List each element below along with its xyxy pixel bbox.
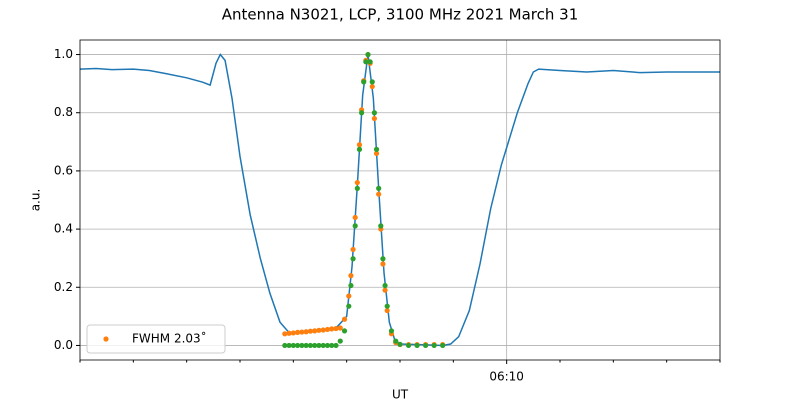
legend bbox=[86, 324, 226, 354]
point bbox=[388, 328, 395, 334]
point bbox=[382, 282, 388, 289]
point bbox=[303, 342, 309, 349]
y-tick-label: 0.4 bbox=[54, 222, 73, 236]
point bbox=[350, 256, 356, 262]
point bbox=[290, 330, 296, 336]
x-tick-label: 06:10 bbox=[489, 370, 524, 384]
point bbox=[329, 326, 335, 332]
point bbox=[320, 327, 326, 333]
point bbox=[359, 110, 365, 116]
point bbox=[356, 142, 363, 148]
point bbox=[316, 327, 322, 333]
point bbox=[341, 328, 348, 334]
point bbox=[346, 303, 352, 309]
y-tick-label: 0.2 bbox=[54, 280, 73, 294]
y-tick-label: 1.0 bbox=[54, 47, 73, 61]
point bbox=[333, 325, 339, 332]
point bbox=[361, 79, 367, 85]
plot-frame bbox=[79, 39, 721, 361]
point bbox=[371, 110, 377, 116]
point bbox=[354, 179, 360, 186]
legend-marker bbox=[103, 336, 109, 342]
legend-label: FWHM 2.03˚ bbox=[132, 331, 207, 346]
point bbox=[369, 83, 375, 90]
point bbox=[382, 287, 388, 293]
point bbox=[378, 223, 384, 229]
point bbox=[348, 273, 354, 279]
point bbox=[307, 328, 313, 334]
point bbox=[282, 331, 288, 337]
point bbox=[363, 59, 369, 65]
x-axis-label: UT bbox=[392, 388, 409, 400]
point bbox=[329, 342, 335, 349]
point bbox=[380, 261, 386, 267]
point bbox=[337, 338, 343, 344]
point bbox=[423, 342, 429, 349]
point bbox=[337, 325, 343, 331]
point bbox=[373, 150, 380, 157]
point bbox=[365, 51, 371, 58]
y-axis-label: a.u. bbox=[29, 189, 43, 212]
point bbox=[307, 342, 313, 349]
point bbox=[316, 342, 322, 349]
point bbox=[384, 303, 390, 309]
point bbox=[290, 342, 296, 349]
point bbox=[299, 329, 305, 335]
point bbox=[376, 191, 382, 197]
point bbox=[346, 293, 352, 299]
point bbox=[324, 326, 331, 333]
y-tick-label: 0.6 bbox=[54, 163, 73, 177]
point bbox=[324, 342, 331, 349]
point bbox=[312, 328, 318, 334]
y-tick-label: 0.8 bbox=[54, 105, 73, 119]
point bbox=[354, 185, 360, 191]
point bbox=[341, 316, 348, 322]
point bbox=[384, 307, 390, 314]
point bbox=[352, 214, 358, 221]
point bbox=[295, 329, 301, 335]
point bbox=[356, 146, 363, 152]
point bbox=[299, 342, 305, 349]
point bbox=[320, 342, 326, 349]
chart-title: Antenna N3021, LCP, 3100 MHz 2021 March … bbox=[222, 6, 579, 24]
point bbox=[352, 223, 358, 229]
point bbox=[303, 329, 309, 335]
point bbox=[367, 59, 373, 65]
point bbox=[373, 146, 380, 152]
point bbox=[348, 282, 354, 289]
point bbox=[414, 342, 420, 349]
line bbox=[80, 53, 720, 347]
point bbox=[286, 330, 292, 336]
point bbox=[350, 246, 356, 253]
point bbox=[440, 342, 446, 349]
point bbox=[295, 342, 301, 349]
point bbox=[380, 256, 386, 262]
point bbox=[312, 342, 318, 349]
point bbox=[397, 341, 403, 347]
point bbox=[376, 185, 382, 191]
point bbox=[431, 342, 437, 349]
point bbox=[393, 338, 399, 344]
point bbox=[369, 79, 375, 85]
point bbox=[282, 342, 288, 349]
point bbox=[405, 342, 412, 349]
y-tick-label: 0.0 bbox=[54, 338, 73, 352]
point bbox=[371, 115, 377, 122]
point bbox=[286, 342, 292, 349]
point bbox=[333, 342, 339, 349]
